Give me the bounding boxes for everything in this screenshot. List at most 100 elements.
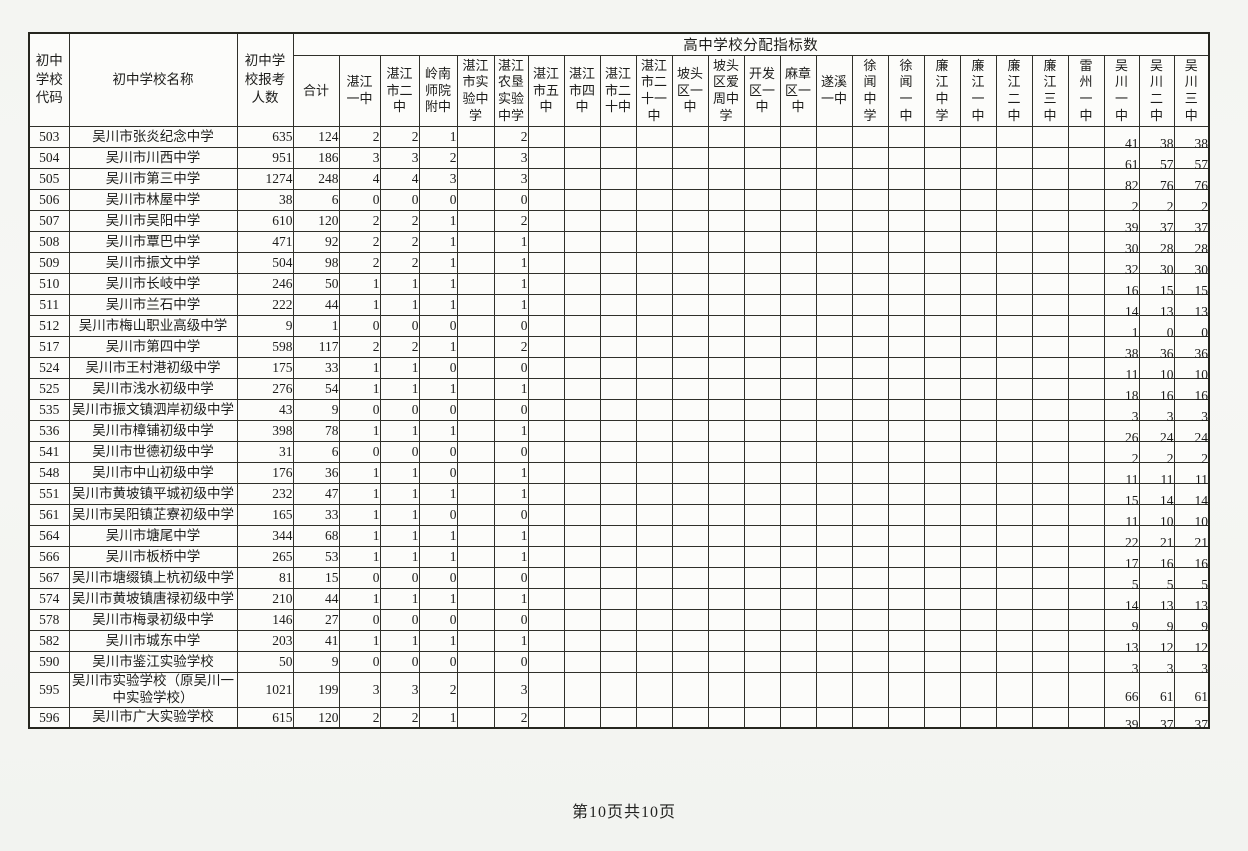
cell-quota	[779, 651, 817, 673]
cell-quota	[779, 483, 817, 505]
cell-quota	[815, 273, 853, 295]
cell-quota	[815, 210, 853, 232]
cell-quota: 1	[418, 252, 458, 274]
cell-quota-wuchuan: 16	[1173, 378, 1210, 403]
cell-quota-wuchuan: 13	[1103, 630, 1140, 655]
cell-quota	[1031, 672, 1069, 708]
cell-quota	[599, 441, 637, 463]
quota-value: 16	[1160, 388, 1174, 403]
quota-value: 21	[1194, 535, 1209, 550]
cell-school-name: 吴川市世德初级中学	[68, 441, 238, 463]
cell-quota: 3	[493, 168, 529, 190]
quota-value: 3	[372, 681, 380, 697]
quota-value: 38	[1194, 136, 1209, 151]
table-row: 508 吴川市覃巴中学 471 92 2 2 1 1 30 28 28	[28, 231, 1210, 256]
cell-quota	[887, 588, 925, 610]
cell-quota	[779, 126, 817, 148]
quota-value: 13	[1160, 304, 1174, 319]
quota-value: 36	[1194, 346, 1209, 361]
col-header-quota-24: 吴 川 三 中	[1173, 55, 1210, 127]
quota-value: 12	[1160, 640, 1174, 655]
table-row: 567 吴川市塘缀镇上杭初级中学 81 15 0 0 0 0 5 5 5	[28, 567, 1210, 592]
cell-quota-wuchuan: 11	[1103, 504, 1140, 529]
quota-value: 24	[1160, 430, 1174, 445]
cell-quota	[959, 420, 997, 442]
cell-quota: 1	[338, 378, 381, 400]
cell-quota: 0	[338, 567, 381, 589]
cell-school-name: 吴川市林屋中学	[68, 189, 238, 211]
cell-quota	[527, 231, 565, 253]
cell-quota	[815, 706, 853, 729]
cell-quota: 1	[338, 525, 381, 547]
cell-quota	[599, 273, 637, 295]
cell-quota	[599, 609, 637, 631]
cell-quota	[923, 546, 961, 568]
cell-quota	[815, 336, 853, 358]
cell-quota: 1	[418, 525, 458, 547]
cell-quota	[563, 252, 601, 274]
quota-value: 0	[372, 402, 380, 417]
cell-quota	[599, 504, 637, 526]
cell-quota	[779, 672, 817, 708]
cell-quota	[923, 672, 961, 708]
cell-quota: 54	[292, 378, 340, 400]
cell-quota	[563, 630, 601, 652]
cell-quota: 2	[338, 231, 381, 253]
quota-value: 76	[1194, 178, 1209, 193]
cell-quota	[815, 252, 853, 274]
quota-value: 1	[411, 276, 419, 291]
cell-quota	[995, 706, 1033, 729]
quota-value: 15	[325, 570, 339, 585]
table-row: 595 吴川市实验学校（原吴川一中实验学校） 1021 199 3 3 2 3 66 61 61	[28, 672, 1210, 708]
cell-quota: 0	[493, 315, 529, 337]
cell-quota	[815, 609, 853, 631]
cell-school-code: 506	[28, 189, 70, 211]
cell-quota	[707, 609, 745, 631]
cell-quota	[887, 189, 925, 211]
quota-value: 2	[411, 255, 419, 270]
cell-quota	[599, 672, 637, 708]
quota-value: 6	[331, 444, 339, 459]
quota-value: 1	[520, 255, 528, 270]
cell-quota	[743, 210, 781, 232]
cell-quota	[995, 294, 1033, 316]
quota-value: 2	[449, 681, 457, 697]
cell-quota	[635, 651, 673, 673]
cell-quota	[671, 315, 709, 337]
cell-quota	[1031, 651, 1069, 673]
cell-quota	[1031, 147, 1069, 169]
cell-quota: 1	[379, 630, 420, 652]
quota-value: 39	[1125, 716, 1139, 732]
cell-quota	[779, 231, 817, 253]
cell-school-code: 548	[28, 462, 70, 484]
cell-quota	[959, 252, 997, 274]
cell-quota	[959, 609, 997, 631]
cell-quota	[599, 462, 637, 484]
table-body: 503 吴川市张炎纪念中学 635 124 2 2 1 2 41 38 38 504 吴川市川西中学 95…	[28, 126, 1210, 732]
quota-value: 1	[520, 381, 528, 396]
cell-quota: 92	[292, 231, 340, 253]
cell-school-code: 564	[28, 525, 70, 547]
cell-quota	[635, 210, 673, 232]
quota-value: 37	[1160, 716, 1174, 732]
cell-quota	[599, 651, 637, 673]
quota-value: 1	[411, 507, 419, 522]
quota-value: 1	[520, 486, 528, 501]
cell-quota: 0	[493, 357, 529, 379]
cell-quota	[815, 231, 853, 253]
quota-value: 41	[325, 633, 339, 648]
cell-quota	[599, 588, 637, 610]
cell-quota	[779, 294, 817, 316]
cell-school-code: 551	[28, 483, 70, 505]
table-row: 503 吴川市张炎纪念中学 635 124 2 2 1 2 41 38 38	[28, 126, 1210, 151]
cell-quota	[671, 357, 709, 379]
cell-quota	[959, 546, 997, 568]
cell-quota	[707, 462, 745, 484]
quota-value: 92	[325, 234, 339, 249]
cell-quota	[1067, 126, 1105, 148]
cell-school-code: 508	[28, 231, 70, 253]
cell-quota: 6	[292, 441, 340, 463]
quota-value: 0	[449, 444, 457, 459]
table-row: 524 吴川市王村港初级中学 175 33 1 1 0 0 11 10 10	[28, 357, 1210, 382]
cell-quota: 1	[493, 231, 529, 253]
